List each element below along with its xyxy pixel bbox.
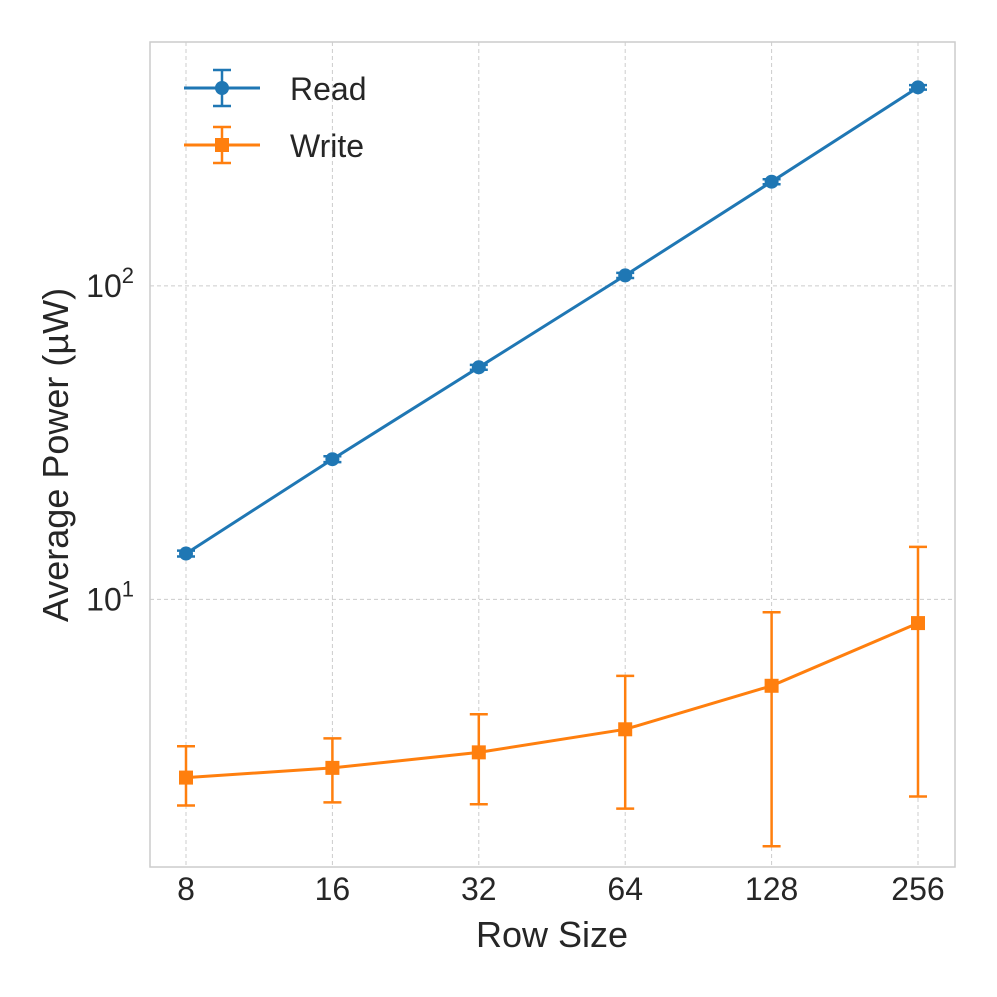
legend: Read Write: [184, 68, 367, 165]
x-tick-label: 128: [745, 871, 798, 907]
write-error-bar: [616, 674, 635, 810]
read-line: [185, 86, 919, 555]
legend-item-write: Write: [184, 125, 364, 165]
legend-label-read: Read: [290, 71, 367, 107]
write-error-bar: [762, 610, 781, 848]
write-point: [471, 745, 486, 760]
y-axis-title: Average Power (µW): [35, 288, 76, 622]
x-axis-title: Row Size: [476, 914, 628, 955]
y-tick-label: 102: [86, 263, 134, 304]
y-tick-label: 101: [86, 576, 134, 617]
series-layer: [177, 80, 927, 848]
read-point: [179, 546, 193, 561]
x-tick-label: 8: [177, 871, 195, 907]
plot-frame: [149, 41, 956, 868]
x-tick-label: 32: [461, 871, 497, 907]
read-point: [618, 268, 633, 283]
write-point: [764, 678, 779, 693]
read-point: [911, 80, 925, 95]
legend-marker-write: [215, 138, 229, 152]
write-line: [185, 621, 919, 780]
x-tick-label: 64: [607, 871, 643, 907]
legend-marker-read: [215, 81, 229, 95]
write-point: [325, 760, 340, 775]
series-write: [177, 545, 927, 848]
legend-item-read: Read: [184, 68, 367, 108]
write-error-bar: [909, 545, 927, 798]
legend-label-write: Write: [290, 128, 364, 164]
series-read: [177, 80, 927, 561]
x-axis-ticks: 8 16 32 64 128 256: [177, 871, 945, 907]
write-point: [911, 616, 925, 631]
write-point: [618, 722, 633, 737]
y-axis-ticks: 101 102: [86, 263, 134, 617]
read-point: [764, 174, 779, 189]
read-point: [325, 452, 340, 467]
x-tick-label: 16: [315, 871, 351, 907]
write-point: [179, 770, 193, 785]
x-tick-label: 256: [891, 871, 944, 907]
read-point: [471, 360, 486, 375]
